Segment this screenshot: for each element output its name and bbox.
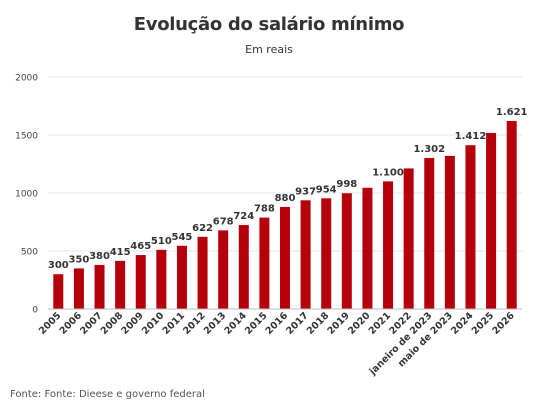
data-label: 465	[130, 241, 151, 252]
bar	[300, 200, 311, 309]
data-label: 1.412	[455, 131, 487, 142]
x-tick-label: 2019	[325, 310, 351, 336]
x-tick-label: 2015	[243, 310, 269, 336]
bar	[486, 132, 497, 309]
x-axis-ticks: 2005200620072008200920102011201220132014…	[37, 310, 517, 378]
bar	[94, 264, 105, 309]
bar	[218, 230, 229, 309]
bar	[321, 198, 332, 309]
x-tick-label: 2020	[346, 310, 373, 337]
data-label: 937	[295, 186, 316, 197]
bar	[403, 168, 414, 309]
bar	[115, 260, 126, 309]
data-label: 954	[316, 184, 337, 195]
bars	[53, 120, 517, 310]
x-tick-label: 2008	[99, 310, 126, 337]
x-tick-label: 2025	[470, 310, 496, 336]
x-tick-label: 2009	[119, 310, 145, 336]
data-label: 545	[172, 232, 193, 243]
bar	[73, 268, 84, 309]
bar	[197, 236, 208, 309]
bar	[465, 145, 476, 309]
data-label: 1.621	[496, 107, 528, 118]
bar	[135, 255, 146, 309]
bar	[156, 249, 167, 309]
source-note: Fonte: Fonte: Dieese e governo federal	[10, 389, 205, 400]
x-tick-label: 2011	[161, 310, 187, 336]
x-tick-label: 2005	[37, 310, 63, 336]
data-label: 380	[89, 251, 110, 262]
x-tick-label: 2021	[367, 310, 393, 336]
data-label: 300	[48, 260, 69, 271]
x-tick-label: 2016	[264, 310, 291, 337]
bar	[53, 274, 64, 309]
bar	[238, 225, 249, 309]
x-tick-label: 2014	[222, 310, 249, 337]
chart-title: Evolução do salário mínimo	[133, 14, 405, 35]
x-tick-label: 2012	[181, 310, 207, 336]
y-tick-label: 500	[21, 248, 38, 258]
data-label: 678	[213, 216, 234, 227]
data-label: 1.100	[372, 167, 404, 178]
data-label: 415	[110, 247, 131, 258]
data-label: 1.302	[413, 144, 445, 155]
x-tick-label: 2006	[58, 310, 85, 337]
data-label: 788	[254, 204, 275, 215]
data-label: 880	[275, 193, 296, 204]
y-tick-label: 1000	[15, 190, 38, 200]
bar	[259, 217, 270, 309]
x-tick-label: 2007	[78, 310, 104, 336]
bar	[424, 157, 435, 309]
x-tick-label: 2024	[449, 310, 476, 337]
chart-subtitle: Em reais	[245, 43, 293, 56]
bar	[341, 193, 352, 309]
x-tick-label: 2013	[202, 310, 228, 336]
bar	[362, 187, 373, 309]
bar	[176, 245, 187, 309]
bar	[444, 155, 455, 309]
bar	[280, 206, 290, 309]
y-tick-label: 0	[32, 306, 38, 316]
y-tick-label: 1500	[15, 132, 38, 142]
data-label: 622	[192, 223, 213, 234]
x-tick-label: 2026	[490, 310, 517, 337]
bar	[383, 181, 394, 309]
y-axis-ticks: 0 500 1000 1500 2000	[15, 74, 38, 316]
data-label: 998	[336, 179, 357, 190]
data-label: 350	[68, 254, 89, 265]
data-label: 510	[151, 236, 172, 247]
x-tick-label: 2010	[140, 310, 167, 337]
bar	[506, 120, 517, 310]
y-tick-label: 2000	[15, 74, 38, 84]
x-tick-label: 2018	[305, 310, 332, 337]
data-label: 724	[233, 211, 254, 222]
x-tick-label: 2017	[284, 310, 310, 336]
